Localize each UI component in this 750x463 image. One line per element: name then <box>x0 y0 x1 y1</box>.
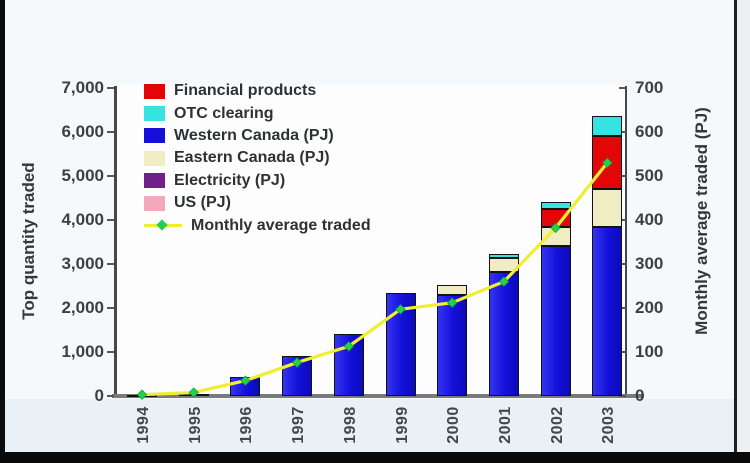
y-tick-label: 600 <box>635 122 664 141</box>
x-axis-label: 2002 <box>548 406 566 444</box>
y-tick-label: 0 <box>94 386 104 405</box>
legend-swatch <box>144 150 165 166</box>
bar-segment <box>592 116 623 137</box>
y-tick-mark <box>107 219 114 221</box>
legend-item: OTC clearing <box>144 102 371 124</box>
x-axis-label: 1996 <box>238 406 256 444</box>
y-tick-label: 200 <box>635 298 664 317</box>
legend-swatch <box>144 83 165 99</box>
trend-point <box>498 276 510 287</box>
bottom-letterbox-bar <box>0 452 750 463</box>
bar-segment <box>437 294 468 396</box>
left-axis-line <box>114 86 117 398</box>
y-tick-mark <box>107 395 114 397</box>
bottom-strip <box>5 399 734 452</box>
legend-item-label: Monthly average traded <box>191 216 371 234</box>
x-axis-label: 1997 <box>290 406 308 444</box>
legend-swatch <box>144 106 165 122</box>
y-tick-label: 400 <box>635 210 664 229</box>
y-tick-mark <box>619 307 626 309</box>
right-frame-line <box>734 0 737 452</box>
bar-segment <box>540 245 571 396</box>
y-tick-label: 4,000 <box>61 210 104 229</box>
legend-swatch <box>144 173 165 189</box>
trend-point <box>602 157 613 168</box>
legend-item: Electricity (PJ) <box>144 170 371 192</box>
bar-segment <box>540 202 571 209</box>
y-tick-mark <box>619 131 626 133</box>
legend-line-marker <box>144 218 182 233</box>
x-axis-label: 1999 <box>393 406 411 444</box>
legend-item: Monthly average traded <box>144 214 371 236</box>
bar-segment <box>592 189 623 227</box>
legend-swatch <box>144 195 165 211</box>
y-tick-mark <box>107 263 114 265</box>
legend-swatch <box>144 128 165 144</box>
legend-line-dot-icon <box>156 218 168 231</box>
x-axis-label: 1994 <box>135 406 152 444</box>
y-tick-mark <box>619 175 626 177</box>
x-axis-label: 1995 <box>186 406 204 444</box>
y-tick-mark <box>107 175 114 177</box>
y-tick-mark <box>619 87 626 89</box>
legend-item: Eastern Canada (PJ) <box>144 147 371 169</box>
y-tick-label: 6,000 <box>61 122 104 141</box>
bar-segment <box>488 271 519 396</box>
x-axis-label: 2000 <box>445 406 463 444</box>
y-tick-label: 1,000 <box>61 342 104 361</box>
legend-item: US (PJ) <box>144 192 371 214</box>
legend-item-label: Financial products <box>174 82 317 100</box>
y-tick-label: 2,000 <box>61 298 104 317</box>
y-tick-label: 0 <box>635 386 645 405</box>
x-axis-label: 2003 <box>600 406 618 444</box>
legend-item-label: Eastern Canada (PJ) <box>174 149 330 167</box>
bottom-axis-line <box>112 394 644 398</box>
y-tick-mark <box>619 351 626 353</box>
bar-segment <box>437 284 468 295</box>
trend-point <box>188 387 199 398</box>
trend-point <box>291 357 303 368</box>
trend-point <box>136 389 148 400</box>
legend-item-label: Electricity (PJ) <box>174 171 286 189</box>
x-axis-label: 2001 <box>496 406 514 444</box>
y-tick-label: 500 <box>635 166 664 185</box>
right-axis-line <box>625 86 627 398</box>
y-tick-label: 3,000 <box>61 254 104 273</box>
y-tick-mark <box>107 87 114 89</box>
y-tick-mark <box>619 263 626 265</box>
trend-line <box>141 161 609 397</box>
y-tick-label: 300 <box>635 254 664 273</box>
left-letterbox-bar <box>0 0 5 463</box>
trend-point <box>395 304 406 315</box>
trend-point <box>447 297 458 308</box>
bar-segment <box>488 254 519 258</box>
y-tick-label: 100 <box>635 342 664 361</box>
trend-point <box>550 222 561 234</box>
y-tick-mark <box>619 219 626 221</box>
x-axis-label: 1998 <box>341 406 359 444</box>
legend-item: Western Canada (PJ) <box>144 125 371 147</box>
right-frame-column <box>737 0 750 452</box>
legend-item-label: Western Canada (PJ) <box>174 126 334 144</box>
legend: Financial products OTC clearing Western Ca… <box>144 80 371 237</box>
legend-item-label: OTC clearing <box>174 104 274 122</box>
y-tick-mark <box>619 395 626 397</box>
y-tick-mark <box>107 307 114 309</box>
trend-point <box>343 341 354 352</box>
y-tick-label: 700 <box>635 78 664 97</box>
legend-item-label: US (PJ) <box>174 194 231 212</box>
bar-segment <box>592 226 623 396</box>
y-tick-mark <box>107 351 114 353</box>
y-tick-mark <box>107 131 114 133</box>
trend-point <box>240 375 251 386</box>
y-tick-label: 7,000 <box>61 78 104 97</box>
legend-item: Financial products <box>144 80 371 102</box>
y-tick-label: 5,000 <box>61 166 104 185</box>
